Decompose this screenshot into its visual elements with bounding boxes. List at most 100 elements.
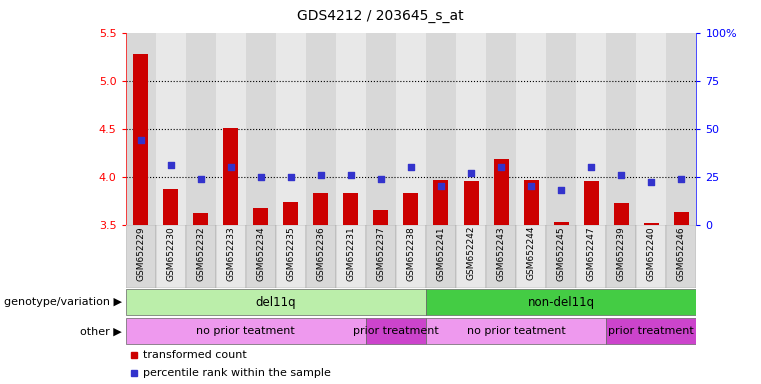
Bar bbox=[456, 33, 486, 225]
Bar bbox=[576, 33, 607, 225]
Text: GSM652243: GSM652243 bbox=[497, 226, 505, 281]
Bar bbox=[133, 54, 148, 225]
Bar bbox=[546, 33, 576, 225]
Text: no prior teatment: no prior teatment bbox=[196, 326, 295, 336]
Bar bbox=[223, 127, 238, 225]
Point bbox=[224, 164, 237, 170]
Text: other ▶: other ▶ bbox=[80, 326, 122, 336]
Bar bbox=[215, 33, 246, 225]
Text: GSM652238: GSM652238 bbox=[406, 226, 416, 281]
Text: GSM652245: GSM652245 bbox=[556, 226, 565, 281]
Bar bbox=[396, 33, 426, 225]
Bar bbox=[396, 225, 426, 288]
Point bbox=[255, 174, 267, 180]
Text: non-del11q: non-del11q bbox=[527, 296, 594, 309]
Point bbox=[435, 183, 447, 189]
Bar bbox=[644, 223, 659, 225]
Point bbox=[285, 174, 297, 180]
Point bbox=[525, 183, 537, 189]
Text: GSM652236: GSM652236 bbox=[317, 226, 325, 281]
Text: GSM652237: GSM652237 bbox=[377, 226, 385, 281]
Text: GSM652233: GSM652233 bbox=[226, 226, 235, 281]
Text: prior treatment: prior treatment bbox=[353, 326, 439, 336]
Bar bbox=[336, 33, 366, 225]
Text: GSM652247: GSM652247 bbox=[587, 226, 596, 281]
Bar bbox=[126, 225, 155, 288]
Bar bbox=[494, 159, 508, 225]
Bar bbox=[667, 225, 696, 288]
Bar bbox=[253, 208, 268, 225]
Bar bbox=[275, 33, 306, 225]
Text: GSM652229: GSM652229 bbox=[136, 226, 145, 281]
Bar bbox=[546, 225, 576, 288]
Bar bbox=[516, 225, 546, 288]
Point bbox=[195, 175, 207, 182]
Bar bbox=[155, 225, 186, 288]
Bar bbox=[126, 290, 426, 315]
Text: GSM652240: GSM652240 bbox=[647, 226, 656, 281]
Bar bbox=[516, 33, 546, 225]
Bar bbox=[246, 33, 275, 225]
Point bbox=[315, 172, 327, 178]
Bar bbox=[426, 318, 607, 344]
Bar bbox=[434, 180, 448, 225]
Text: GSM652246: GSM652246 bbox=[677, 226, 686, 281]
Bar bbox=[186, 33, 215, 225]
Text: GSM652234: GSM652234 bbox=[256, 226, 266, 281]
Bar bbox=[283, 202, 298, 225]
Bar bbox=[403, 193, 419, 225]
Text: GSM652230: GSM652230 bbox=[166, 226, 175, 281]
Text: del11q: del11q bbox=[256, 296, 296, 309]
Point bbox=[585, 164, 597, 170]
Bar bbox=[613, 203, 629, 225]
Bar bbox=[584, 181, 599, 225]
Bar bbox=[163, 189, 178, 225]
Bar bbox=[215, 225, 246, 288]
Bar bbox=[636, 225, 667, 288]
Point bbox=[164, 162, 177, 168]
Point bbox=[645, 179, 658, 185]
Bar bbox=[426, 33, 456, 225]
Bar bbox=[336, 225, 366, 288]
Point bbox=[615, 172, 627, 178]
Bar bbox=[524, 180, 539, 225]
Point bbox=[375, 175, 387, 182]
Bar bbox=[314, 193, 328, 225]
Bar bbox=[246, 225, 275, 288]
Text: GSM652239: GSM652239 bbox=[616, 226, 626, 281]
Bar bbox=[607, 225, 636, 288]
Point bbox=[345, 172, 357, 178]
Bar bbox=[673, 212, 689, 225]
Text: transformed count: transformed count bbox=[143, 350, 247, 360]
Bar bbox=[607, 318, 696, 344]
Bar bbox=[186, 225, 215, 288]
Point bbox=[405, 164, 417, 170]
Bar bbox=[306, 33, 336, 225]
Text: no prior teatment: no prior teatment bbox=[466, 326, 565, 336]
Bar bbox=[366, 225, 396, 288]
Bar bbox=[576, 225, 607, 288]
Bar bbox=[366, 33, 396, 225]
Text: GSM652231: GSM652231 bbox=[346, 226, 355, 281]
Bar bbox=[456, 225, 486, 288]
Bar bbox=[463, 181, 479, 225]
Text: prior treatment: prior treatment bbox=[608, 326, 694, 336]
Text: GSM652242: GSM652242 bbox=[466, 226, 476, 280]
Point bbox=[675, 175, 687, 182]
Bar bbox=[486, 225, 516, 288]
Point bbox=[135, 137, 147, 143]
Bar bbox=[486, 33, 516, 225]
Bar bbox=[553, 222, 568, 225]
Bar bbox=[193, 213, 209, 225]
Bar bbox=[636, 33, 667, 225]
Bar bbox=[126, 33, 155, 225]
Text: GSM652232: GSM652232 bbox=[196, 226, 205, 281]
Text: genotype/variation ▶: genotype/variation ▶ bbox=[4, 297, 122, 308]
Point bbox=[495, 164, 507, 170]
Text: percentile rank within the sample: percentile rank within the sample bbox=[143, 368, 330, 378]
Bar bbox=[374, 210, 388, 225]
Bar bbox=[275, 225, 306, 288]
Text: GSM652244: GSM652244 bbox=[527, 226, 536, 280]
Bar bbox=[667, 33, 696, 225]
Bar bbox=[343, 193, 358, 225]
